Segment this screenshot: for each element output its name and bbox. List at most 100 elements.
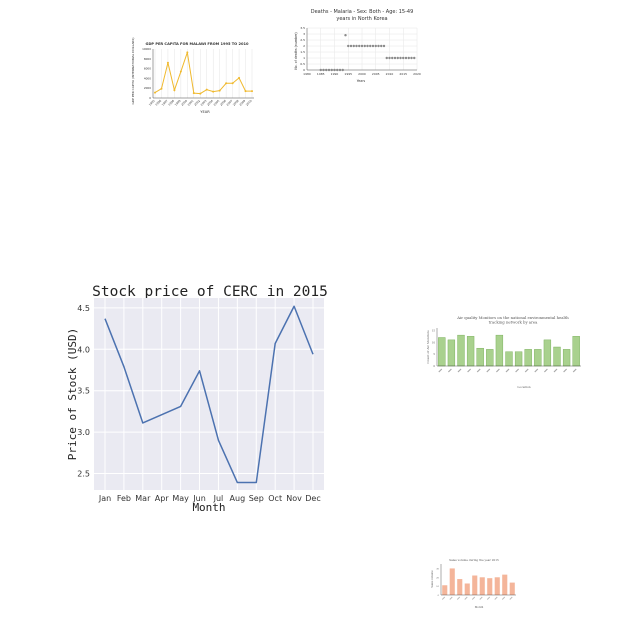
sales-x-tick-label <box>464 596 468 600</box>
stock-x-tick-label: Jul <box>213 494 224 503</box>
air-quality-y-tick-label: 0 <box>433 364 435 368</box>
gdp-x-tick-label: 2004 <box>206 99 214 107</box>
gdp-data-point <box>212 90 215 93</box>
stock-x-tick-label: Nov <box>286 494 302 503</box>
stock-chart-svg: Stock price of CERC in 2015 Month Price … <box>66 284 328 514</box>
malaria-data-point <box>333 68 336 72</box>
malaria-data-point <box>327 68 331 72</box>
gdp-x-tick-label: 2003 <box>200 99 208 107</box>
malaria-data-point <box>399 56 402 60</box>
gdp-data-point <box>199 92 202 95</box>
malaria-data-point <box>380 44 383 48</box>
air-quality-title-line1: Air quality Monitors on the national env… <box>456 315 569 320</box>
gdp-x-tick-label: 2009 <box>238 99 246 107</box>
gdp-data-point <box>166 61 169 64</box>
gdp-data-point <box>173 89 176 92</box>
air-quality-bar <box>505 351 513 367</box>
stock-y-tick-label: 4.5 <box>77 304 90 313</box>
air-quality-x-tick-label <box>457 368 462 373</box>
gdp-chart-svg: GDP PER CAPITA FOR MALAWI FROM 1995 TO 2… <box>131 37 254 114</box>
air-quality-bar <box>553 346 561 367</box>
stock-y-tick-label: 3.5 <box>77 387 90 396</box>
air-quality-bar <box>466 336 475 367</box>
gdp-y-tick-label: 4000 <box>144 76 151 80</box>
air-quality-y-tick-label: 5 <box>433 352 435 356</box>
gdp-x-tick-label: 2002 <box>193 99 201 107</box>
air-quality-plot-area: 0 5 10 15 <box>432 328 581 373</box>
air-quality-bar <box>524 349 532 367</box>
gdp-data-point <box>179 70 182 73</box>
stock-y-axis-label: Price of Stock (USD) <box>66 328 79 460</box>
gdp-y-tick-label: 10000 <box>142 47 151 51</box>
sales-x-tick-label <box>479 596 483 600</box>
gdp-data-point <box>231 82 234 85</box>
sales-chart-svg: Sales volume during the year 2015 Month … <box>430 558 516 609</box>
malaria-data-point <box>404 56 408 60</box>
air-quality-y-tick-label: 15 <box>432 328 436 332</box>
sales-bar <box>509 582 515 595</box>
gdp-x-tick-label: 1996 <box>154 99 162 107</box>
sales-y-tick-label: 20 <box>436 576 439 579</box>
stock-x-tick-label: Dec <box>305 494 320 503</box>
gdp-y-tick-label: 6000 <box>144 67 151 71</box>
malaria-data-point <box>344 34 347 37</box>
malaria-chart-title-line1: Deaths - Malaria - Sex: Both - Age: 15-4… <box>311 9 414 15</box>
stock-plot-area: Jan Feb Mar Apr May Jun Jul Aug Sep Oct Nov Dec 2.5 3… <box>77 298 324 503</box>
air-quality-bar-chart: Air quality Monitors on the national env… <box>420 312 590 394</box>
malaria-data-point <box>319 68 322 72</box>
sales-x-tick-label <box>486 596 491 600</box>
gdp-y-axis-label: GDP PER CAPITA (INTERNATIONAL DOLLARS) <box>131 37 135 104</box>
air-quality-y-tick-label: 10 <box>432 340 436 344</box>
sales-chart-title: Sales volume during the year 2015 <box>449 558 499 562</box>
sales-x-tick-label <box>441 596 446 600</box>
stock-x-tick-label: Jan <box>98 494 111 503</box>
air-quality-x-tick-label <box>438 368 443 373</box>
gdp-chart-title: GDP PER CAPITA FOR MALAWI FROM 1995 TO 2… <box>146 42 249 46</box>
malaria-data-point <box>336 68 339 72</box>
sales-x-axis-label: Month <box>475 605 484 609</box>
gdp-x-axis-label: YEAR <box>200 110 210 114</box>
gdp-x-tick-label: 1997 <box>161 99 169 107</box>
malaria-data-point <box>369 44 372 48</box>
malaria-data-point <box>410 56 413 60</box>
sales-bar <box>449 568 455 595</box>
malaria-data-point <box>366 44 369 48</box>
sales-x-tick-label <box>449 596 453 600</box>
stock-x-tick-label: Mar <box>135 494 151 503</box>
stock-x-tick-label: Sep <box>249 494 264 503</box>
malaria-data-point <box>391 56 394 60</box>
air-quality-x-tick-label <box>486 368 491 373</box>
sales-bar <box>487 578 493 595</box>
malaria-data-point <box>371 44 375 48</box>
malaria-data-point <box>330 68 333 72</box>
gdp-x-tick-label: 1998 <box>167 99 175 107</box>
malaria-data-point <box>385 56 388 60</box>
sales-bar <box>479 577 485 595</box>
gdp-data-point <box>251 90 253 93</box>
gdp-data-point <box>160 87 163 90</box>
stock-x-tick-label: Feb <box>117 494 131 503</box>
stock-price-chart: Stock price of CERC in 2015 Month Price … <box>60 280 330 520</box>
air-quality-x-tick-label <box>467 368 472 373</box>
malaria-x-tick-label: 2020 <box>413 72 421 76</box>
air-quality-x-tick-label <box>447 368 452 373</box>
gdp-x-tick-label: 1995 <box>148 99 156 107</box>
sales-bar <box>457 579 463 595</box>
malaria-y-tick-label: 2.5 <box>300 38 305 42</box>
malaria-plot-area: 1980 1985 1990 1995 2000 2005 2010 2015 2020 0 0.5… <box>300 26 421 76</box>
malaria-y-tick-label: 2 <box>303 44 305 48</box>
air-quality-x-tick-label <box>572 368 577 373</box>
stock-x-tick-label: May <box>172 494 189 503</box>
malaria-data-point <box>341 68 344 72</box>
air-quality-bar <box>476 347 484 367</box>
gdp-x-tick-label: 2000 <box>180 99 188 107</box>
gdp-data-point <box>218 89 221 92</box>
sales-y-tick-label: 30 <box>436 567 439 570</box>
malaria-chart-title-line2: years in North Korea <box>336 16 387 22</box>
gdp-data-point <box>225 82 228 85</box>
sales-y-axis-label: Sales volume <box>430 570 434 588</box>
malaria-x-axis-label: Years <box>357 79 366 83</box>
gdp-x-tick-label: 2010 <box>245 99 253 107</box>
sales-bar <box>472 575 478 595</box>
air-quality-x-tick-label <box>524 368 529 373</box>
